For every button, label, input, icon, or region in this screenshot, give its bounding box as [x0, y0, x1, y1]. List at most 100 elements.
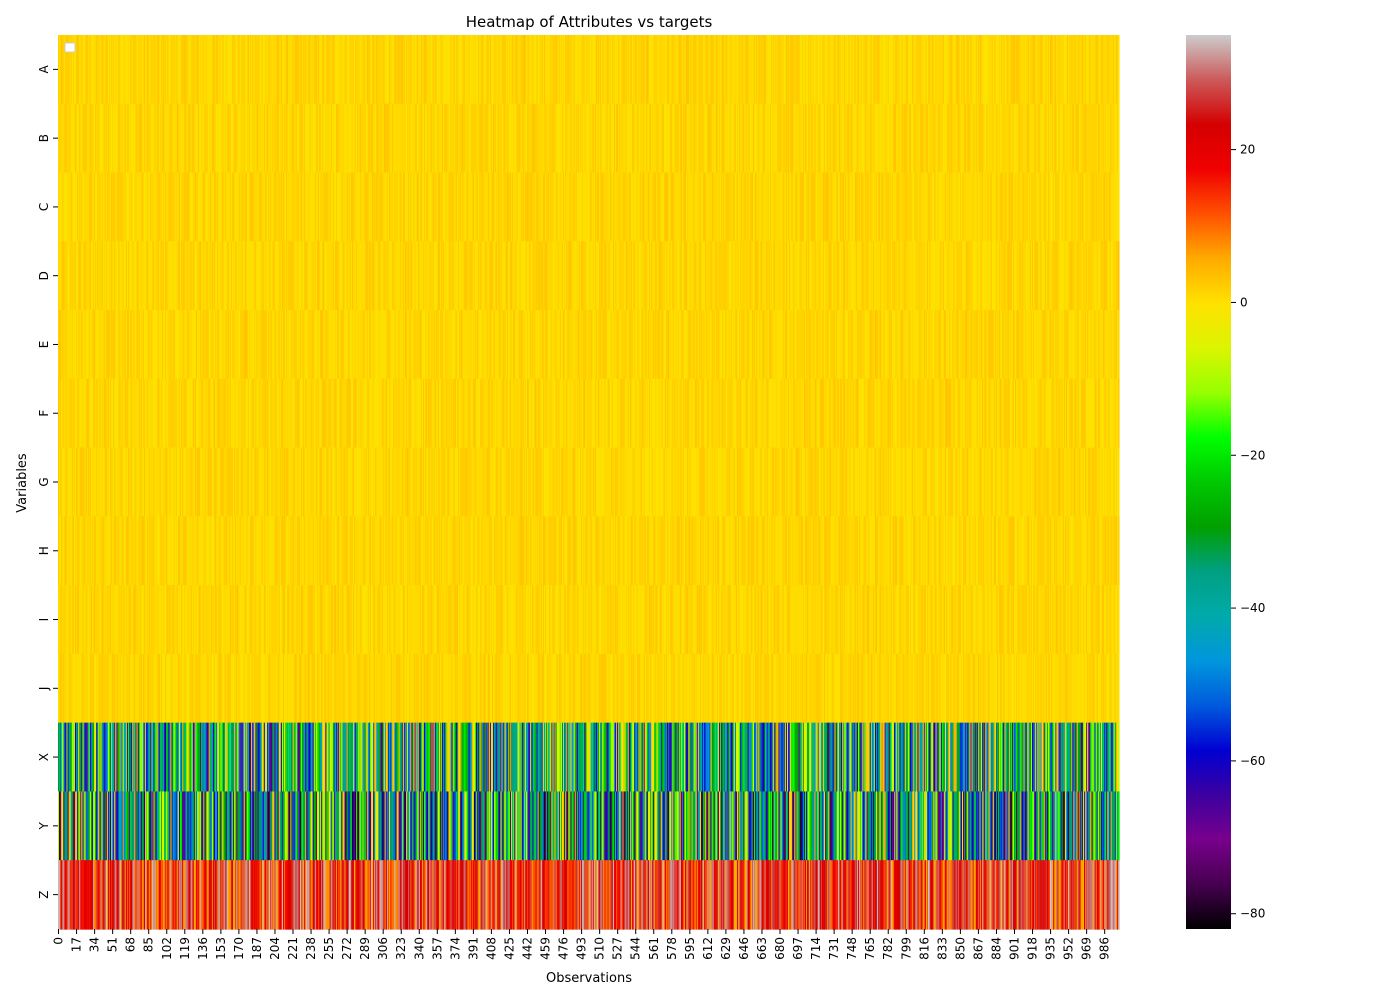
heatmap-cell: [828, 103, 830, 174]
heatmap-cell: [476, 103, 478, 174]
heatmap-cell: [493, 35, 495, 105]
heatmap-cell: [632, 103, 634, 174]
heatmap-cell: [1090, 103, 1093, 174]
heatmap-cell: [683, 103, 686, 174]
heatmap-cell: [842, 103, 844, 174]
heatmap-cell: [556, 172, 559, 242]
heatmap-cell: [953, 103, 956, 174]
heatmap-cell: [731, 35, 734, 105]
heatmap-cell: [560, 103, 563, 174]
heatmap-cell: [755, 35, 757, 105]
heatmap-cell: [1088, 103, 1090, 174]
heatmap-cell: [225, 35, 228, 105]
heatmap-cell: [816, 172, 819, 242]
heatmap-cell: [573, 172, 576, 242]
heatmap-cell: [942, 35, 945, 105]
heatmap-cell: [399, 172, 402, 242]
heatmap-cell: [502, 172, 505, 242]
heatmap-cell: [590, 172, 593, 242]
heatmap-cell: [644, 103, 647, 174]
heatmap-cell: [382, 103, 385, 174]
heatmap-cell: [465, 103, 468, 174]
heatmap-cell: [902, 103, 905, 174]
heatmap-cell: [981, 103, 983, 174]
heatmap-cell: [129, 103, 131, 174]
heatmap-cell: [779, 172, 782, 242]
heatmap-cell: [89, 103, 92, 174]
heatmap-cell: [634, 35, 636, 105]
heatmap-cell: [938, 103, 941, 174]
heatmap-cell: [529, 172, 531, 242]
heatmap-cell: [670, 35, 672, 105]
heatmap-cell: [337, 172, 339, 242]
heatmap-cell: [751, 35, 754, 105]
heatmap-cell: [710, 35, 713, 105]
heatmap-cell: [139, 172, 142, 242]
heatmap-cell: [1110, 103, 1113, 174]
heatmap-cell: [406, 172, 408, 242]
heatmap-cell: [630, 103, 633, 174]
heatmap-cell: [540, 103, 543, 174]
heatmap-cell: [476, 35, 478, 105]
heatmap-cell: [84, 172, 87, 242]
heatmap-cell: [245, 35, 248, 105]
heatmap-cell: [564, 172, 566, 242]
heatmap-cell: [954, 35, 957, 105]
heatmap-cell: [398, 35, 401, 105]
heatmap-cell: [841, 103, 843, 174]
heatmap-cell: [1001, 103, 1003, 174]
heatmap-cell: [277, 172, 280, 242]
heatmap-cell: [196, 172, 199, 242]
heatmap-cell: [232, 103, 234, 174]
heatmap-cell: [895, 35, 897, 105]
heatmap-cell: [1059, 103, 1062, 174]
heatmap-cell: [824, 103, 826, 174]
heatmap-cell: [334, 103, 337, 174]
heatmap-cell: [545, 35, 547, 105]
heatmap-cell: [747, 172, 750, 242]
heatmap-cell: [704, 172, 706, 242]
heatmap-cell: [675, 103, 678, 174]
heatmap-cell: [436, 103, 439, 174]
heatmap-cell: [919, 35, 922, 105]
heatmap-cell: [687, 103, 689, 174]
heatmap-cell: [331, 103, 334, 174]
heatmap-cell: [1001, 35, 1003, 105]
heatmap-cell: [342, 103, 345, 174]
heatmap-cell: [151, 172, 154, 242]
heatmap-cell: [877, 35, 879, 105]
heatmap-cell: [259, 172, 262, 242]
heatmap-cell: [743, 172, 746, 242]
heatmap-cell: [207, 172, 210, 242]
heatmap-cell: [182, 103, 184, 174]
heatmap-cell: [594, 35, 597, 105]
heatmap-cell: [955, 103, 958, 174]
heatmap-cell: [581, 172, 583, 242]
heatmap-cell: [363, 103, 366, 174]
heatmap-cell: [1004, 35, 1007, 105]
heatmap-cell: [746, 103, 749, 174]
heatmap-cell: [84, 103, 87, 174]
heatmap-cell: [1102, 35, 1104, 105]
heatmap-cell: [1116, 103, 1119, 174]
heatmap-cell: [756, 35, 758, 105]
heatmap-cell: [491, 103, 494, 174]
heatmap-cell: [1113, 103, 1116, 174]
heatmap-cell: [592, 35, 595, 105]
heatmap-cell: [777, 172, 780, 242]
heatmap-cell: [532, 172, 534, 242]
heatmap-cell: [93, 103, 95, 174]
heatmap-cell: [392, 35, 394, 105]
heatmap-cell: [740, 172, 742, 242]
heatmap-cell: [390, 172, 392, 242]
heatmap-cell: [94, 172, 96, 242]
heatmap-cell: [577, 35, 580, 105]
heatmap-cell: [204, 172, 207, 242]
heatmap-cell: [558, 103, 561, 174]
heatmap-cell: [638, 172, 641, 242]
heatmap-cell: [253, 103, 255, 174]
heatmap-cell: [383, 172, 386, 242]
heatmap-cell: [774, 172, 776, 242]
heatmap-cell: [367, 103, 370, 174]
heatmap-cell: [798, 103, 801, 174]
